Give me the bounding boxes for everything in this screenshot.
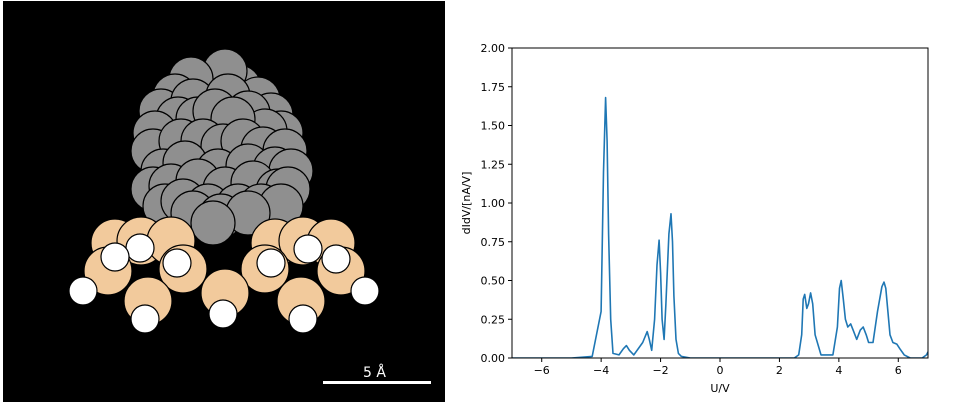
y-tick-label: 1.00 (481, 197, 506, 210)
y-tick-label: 0.25 (481, 313, 506, 326)
hydrogen-atom (256, 248, 286, 278)
hydrogen-atom (68, 276, 98, 306)
y-tick-label: 1.25 (481, 158, 506, 171)
plot-area: −6 −4 −2 0 2 4 6 0.00 0.25 0.50 0.75 1.00 1.25 1.50 1.… (481, 42, 929, 377)
hydrogen-atom (321, 244, 351, 274)
carbon-atom (190, 200, 236, 246)
x-tick-label: −6 (534, 364, 550, 377)
hydrogen-atom (350, 276, 380, 306)
y-axis-label: dIdV/[nA/V] (460, 172, 473, 235)
hydrogen-atom (288, 304, 318, 334)
hydrogen-atom (125, 233, 155, 263)
x-tick-label: 4 (835, 364, 842, 377)
x-axis-label: U/V (710, 382, 730, 395)
hydrogen-atom (130, 304, 160, 334)
y-tick-label: 0.50 (481, 275, 506, 288)
y-tick-label: 0.75 (481, 236, 506, 249)
molecule-panel: 5 Å (3, 1, 445, 402)
scale-bar (323, 381, 431, 384)
x-tick-label: 2 (776, 364, 783, 377)
hydrogen-atom (293, 234, 323, 264)
hydrogen-atom (208, 299, 238, 329)
hydrogen-atom (162, 248, 192, 278)
x-tick-label: 0 (717, 364, 724, 377)
x-tick-label: −2 (652, 364, 668, 377)
plot-frame (511, 47, 929, 359)
y-tick-label: 2.00 (481, 42, 506, 55)
x-tick-label: −4 (593, 364, 609, 377)
molecule-image (68, 48, 380, 334)
x-tick-label: 6 (895, 364, 902, 377)
scale-label: 5 Å (363, 365, 386, 381)
y-tick-label: 1.75 (481, 81, 506, 94)
didv-curve (512, 96, 928, 358)
hydrogen-atom (100, 242, 130, 272)
didv-chart: −6 −4 −2 0 2 4 6 0.00 0.25 0.50 0.75 1.00 1.25 1.50 1.… (460, 42, 929, 395)
y-tick-label: 1.50 (481, 120, 506, 133)
y-tick-label: 0.00 (481, 352, 506, 365)
